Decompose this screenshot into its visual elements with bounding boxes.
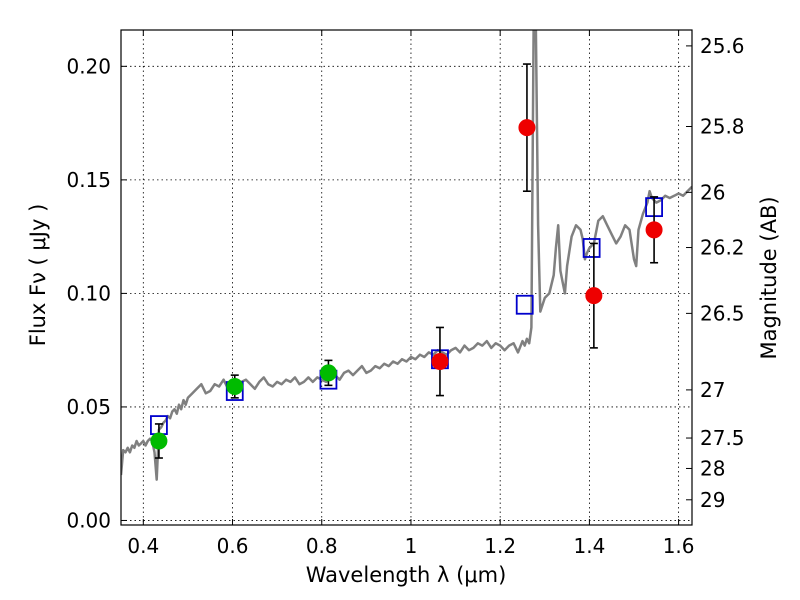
y-tick-label: 0.20 [66,54,111,78]
right-tick-label: 27.5 [700,426,745,450]
right-tick-label: 25.8 [700,115,745,139]
right-tick-label: 26 [700,180,725,204]
right-tick-label: 27 [700,378,725,402]
x-tick-label: 1.6 [663,534,695,558]
right-tick-label: 26.2 [700,236,745,260]
plot-frame [121,30,692,525]
x-tick-label: 0.4 [127,534,159,558]
green-point [151,433,167,449]
spectrum-line [121,30,692,480]
axes: 0.4 0.6 0.8 1 1.2 1.4 1.6 0.00 0.05 0.10 0.15 0.20 2… [66,30,744,558]
series [121,30,692,480]
green-point [227,378,243,394]
y-axis-label: Flux Fν ( μJy ) [26,204,50,347]
red-point [519,120,535,136]
x-tick-label: 1 [405,534,418,558]
y-tick-label: 0.00 [66,508,111,532]
grid [121,30,692,525]
y-tick-label: 0.05 [66,395,111,419]
x-axis-label: Wavelength λ (μm) [306,563,507,587]
x-tick-label: 0.8 [306,534,338,558]
x-tick-label: 1.4 [573,534,605,558]
right-tick-label: 28 [700,456,725,480]
right-tick-label: 25.6 [700,34,745,58]
red-point [586,288,602,304]
red-point [646,222,662,238]
y-tick-label: 0.10 [66,281,111,305]
green-point [320,365,336,381]
x-tick-label: 1.2 [484,534,516,558]
right-axis-label: Magnitude (AB) [757,196,781,359]
x-tick-label: 0.6 [217,534,249,558]
right-tick-label: 26.5 [700,301,745,325]
y-tick-label: 0.15 [66,168,111,192]
right-tick-label: 29 [700,488,725,512]
chart: 0.4 0.6 0.8 1 1.2 1.4 1.6 0.00 0.05 0.10 0.15 0.20 2… [0,0,800,600]
red-point [432,354,448,370]
